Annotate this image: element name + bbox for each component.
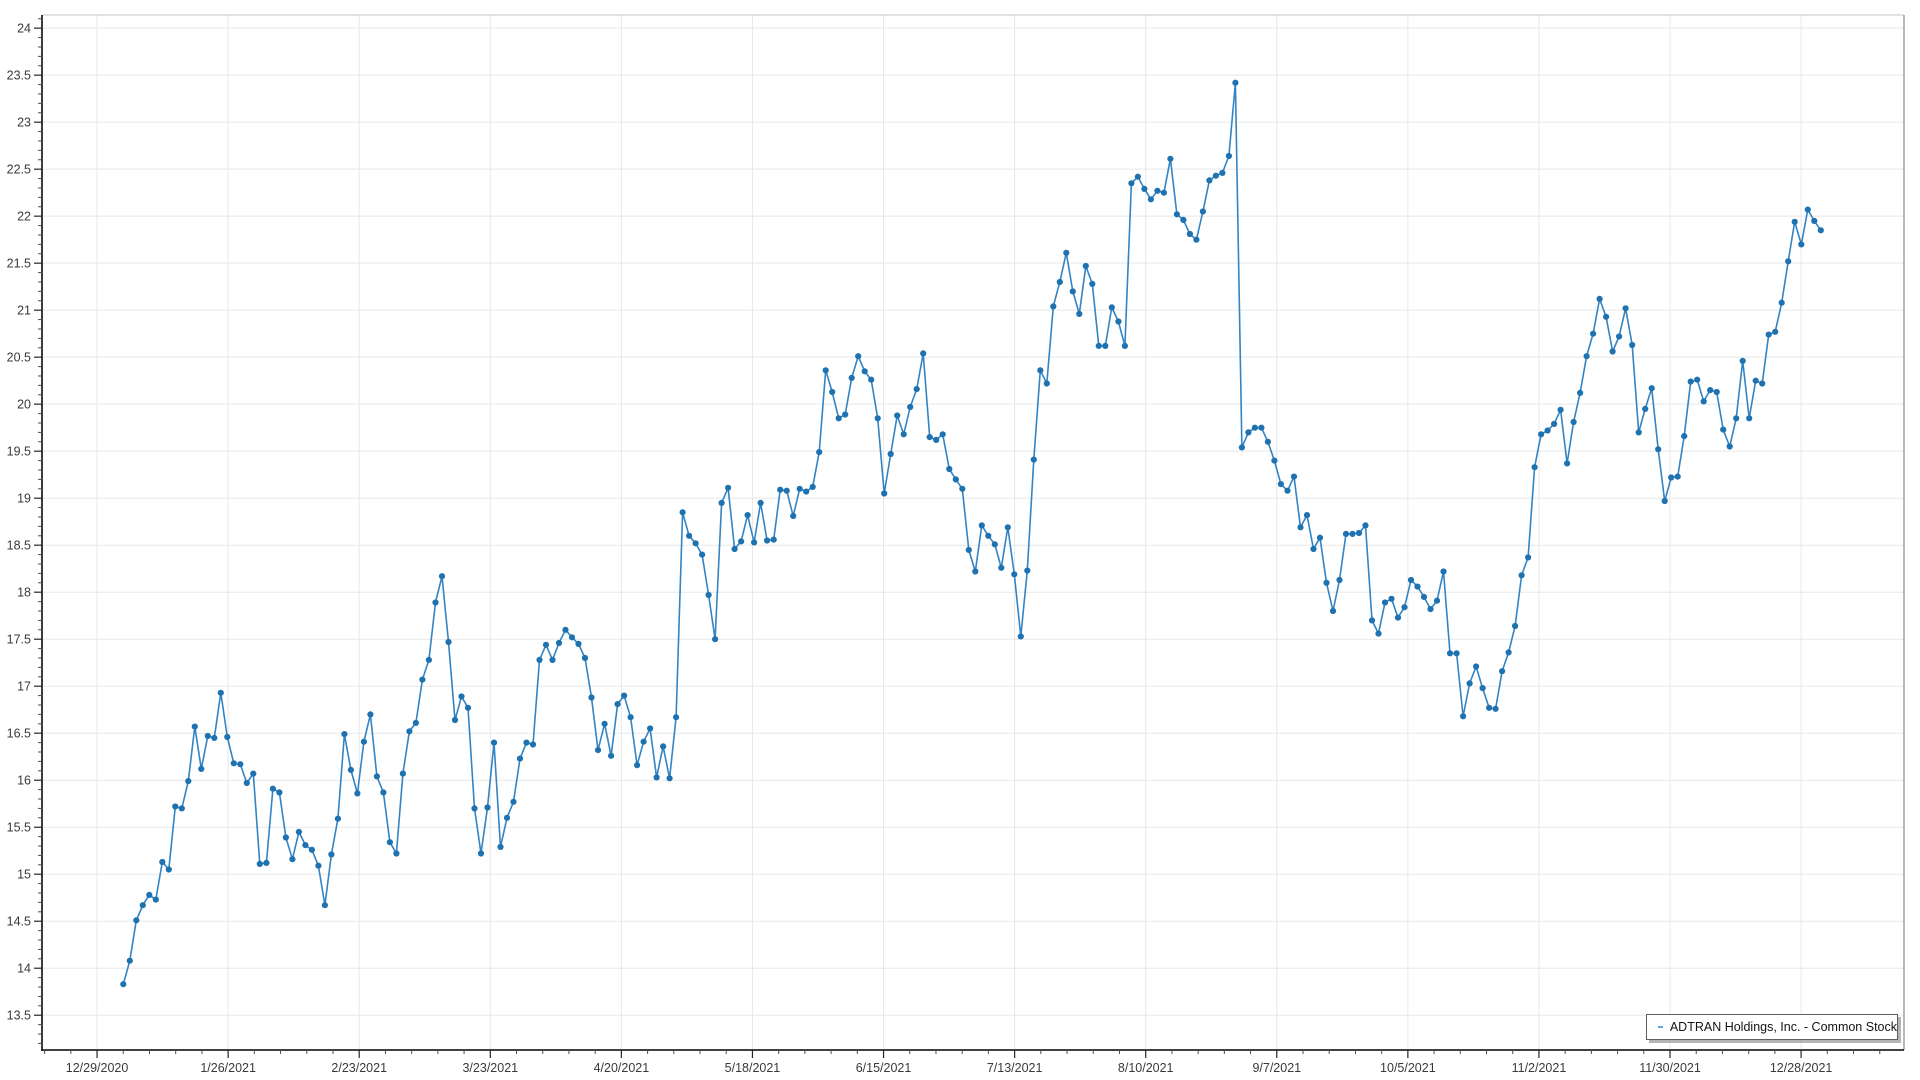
svg-text:1/26/2021: 1/26/2021 — [200, 1061, 256, 1075]
svg-text:24: 24 — [17, 22, 31, 36]
svg-text:23.5: 23.5 — [7, 69, 31, 83]
svg-text:3/23/2021: 3/23/2021 — [462, 1061, 518, 1075]
svg-text:13.5: 13.5 — [7, 1009, 31, 1023]
svg-text:21: 21 — [17, 304, 31, 318]
legend-series-marker-icon — [1658, 1026, 1663, 1028]
svg-text:14: 14 — [17, 962, 31, 976]
svg-text:20.5: 20.5 — [7, 351, 31, 365]
svg-text:11/2/2021: 11/2/2021 — [1512, 1061, 1567, 1075]
svg-text:16.5: 16.5 — [7, 727, 31, 741]
svg-text:15: 15 — [17, 868, 31, 882]
svg-text:5/18/2021: 5/18/2021 — [725, 1061, 781, 1075]
svg-text:7/13/2021: 7/13/2021 — [987, 1061, 1043, 1075]
chart-legend: ADTRAN Holdings, Inc. - Common Stock — [1646, 1014, 1898, 1040]
svg-text:6/15/2021: 6/15/2021 — [856, 1061, 912, 1075]
axes — [34, 14, 1905, 1058]
svg-text:8/10/2021: 8/10/2021 — [1118, 1061, 1174, 1075]
svg-text:2/23/2021: 2/23/2021 — [331, 1061, 387, 1075]
svg-text:21.5: 21.5 — [7, 257, 31, 271]
svg-text:9/7/2021: 9/7/2021 — [1252, 1061, 1301, 1075]
gridlines — [42, 15, 1904, 1050]
svg-text:22: 22 — [17, 210, 31, 224]
svg-text:16: 16 — [17, 774, 31, 788]
svg-text:23: 23 — [17, 116, 31, 130]
svg-text:14.5: 14.5 — [7, 915, 31, 929]
svg-text:18.5: 18.5 — [7, 539, 31, 553]
axis-labels: 24 23.5 23 22.5 22 21.5 21 20.5 20 19.5 19 18.5 18 17… — [7, 22, 1833, 1075]
svg-text:10/5/2021: 10/5/2021 — [1380, 1061, 1436, 1075]
svg-text:4/20/2021: 4/20/2021 — [594, 1061, 650, 1075]
svg-text:15.5: 15.5 — [7, 821, 31, 835]
svg-text:18: 18 — [17, 586, 31, 600]
svg-text:20: 20 — [17, 398, 31, 412]
svg-text:12/28/2021: 12/28/2021 — [1770, 1061, 1833, 1075]
svg-text:17.5: 17.5 — [7, 633, 31, 647]
svg-text:22.5: 22.5 — [7, 163, 31, 177]
legend-series-label: ADTRAN Holdings, Inc. - Common Stock — [1669, 1020, 1897, 1034]
svg-text:12/29/2020: 12/29/2020 — [66, 1061, 129, 1075]
svg-text:11/30/2021: 11/30/2021 — [1639, 1061, 1701, 1075]
svg-text:17: 17 — [17, 680, 31, 694]
price-series — [120, 79, 1824, 988]
svg-text:19.5: 19.5 — [7, 445, 31, 459]
svg-text:19: 19 — [17, 492, 31, 506]
